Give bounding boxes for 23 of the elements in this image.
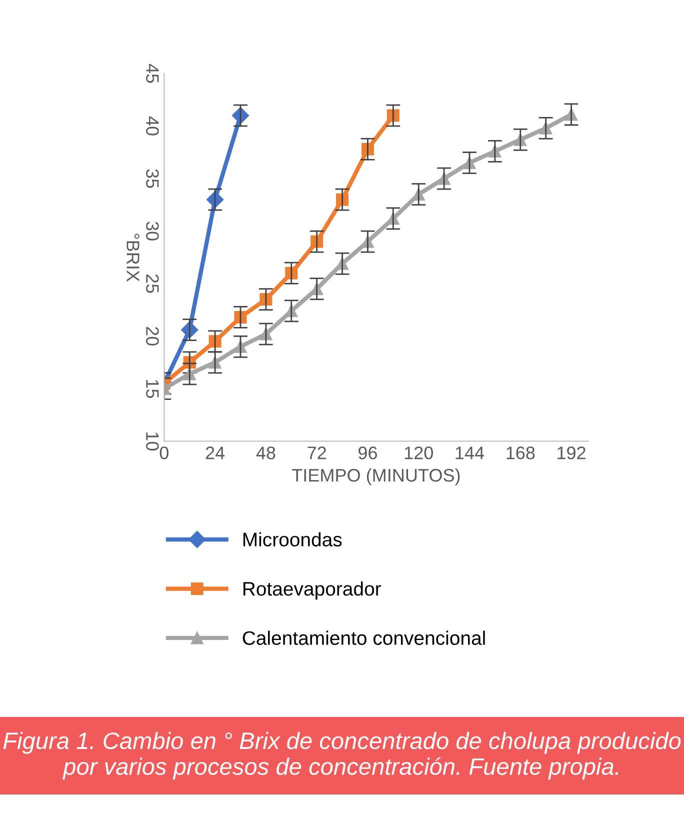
y-tick-label: 25 xyxy=(146,274,159,293)
y-tick-label: 10 xyxy=(146,432,159,451)
x-tick-label: 120 xyxy=(404,446,433,460)
text: Figura 1. Cambio en ° Brix de concentrado de cholupa producido por varios procesos de concentración. Fuente propia. xyxy=(3,732,681,780)
y-tick-label: 20 xyxy=(146,327,159,346)
x-tick-label: 0 xyxy=(160,446,168,460)
x-tick-label: 168 xyxy=(506,446,535,460)
y-tick-label: 45 xyxy=(146,64,159,83)
legend-label: Calentamiento convencional xyxy=(242,630,485,645)
x-tick-label: 144 xyxy=(456,446,484,460)
y-tick-label: 35 xyxy=(146,169,159,188)
legend-label: Microondas xyxy=(243,532,342,546)
x-tick-label: 24 xyxy=(206,446,225,460)
x-tick-label: 72 xyxy=(308,446,326,460)
y-tick-label: 40 xyxy=(146,116,159,136)
x-axis-title: TIEMPO (MINUTOS) xyxy=(292,468,460,486)
x-tick-label: 192 xyxy=(558,446,586,460)
y-tick-label: 15 xyxy=(146,380,159,398)
y-tick-label: 30 xyxy=(146,222,159,240)
legend-label: Rotaevaporador xyxy=(243,581,381,600)
x-tick-label: 96 xyxy=(358,446,377,460)
x-tick-label: 48 xyxy=(256,446,276,460)
y-axis-title: °BRIX xyxy=(126,234,140,282)
